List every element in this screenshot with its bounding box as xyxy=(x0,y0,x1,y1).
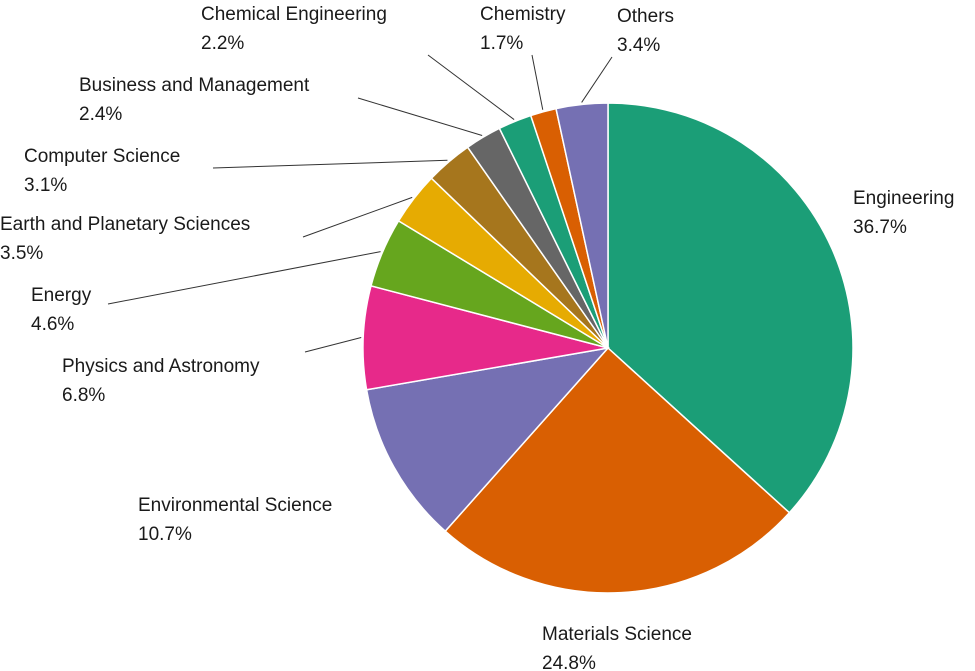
slice-label-name: Engineering xyxy=(853,188,954,209)
slice-label-name: Environmental Science xyxy=(138,495,332,516)
pie-slice-engineering xyxy=(607,102,854,514)
leader-line-business-and-management xyxy=(357,97,483,136)
slice-label-name: Others xyxy=(617,6,674,27)
slice-label-percent: 2.4% xyxy=(79,104,122,125)
slice-label-percent: 3.4% xyxy=(617,35,660,56)
pie-slice-physics-and-astronomy xyxy=(362,284,609,391)
pie-slice-materials-science xyxy=(444,346,791,594)
pie-slice-others xyxy=(555,102,609,349)
leader-line-chemical-engineering xyxy=(427,54,515,120)
leader-line-physics-and-astronomy xyxy=(304,337,362,353)
slice-label-name: Physics and Astronomy xyxy=(62,356,260,377)
leader-line-earth-and-planetary-sciences xyxy=(302,196,413,238)
slice-label-energy: Energy 4.6% xyxy=(31,285,92,335)
slice-label-materials-science: Materials Science 24.8% xyxy=(542,624,692,671)
slice-label-name: Business and Management xyxy=(79,75,310,96)
slice-label-name: Computer Science xyxy=(24,146,180,167)
slice-label-percent: 3.1% xyxy=(24,175,67,196)
slice-label-chemical-engineering: Chemical Engineering 2.2% xyxy=(201,4,387,54)
slice-label-name: Chemistry xyxy=(480,4,566,25)
slice-label-environmental-science: Environmental Science 10.7% xyxy=(138,495,332,545)
slice-label-percent: 6.8% xyxy=(62,385,105,406)
slice-label-engineering: Engineering 36.7% xyxy=(853,188,954,238)
slice-label-percent: 2.2% xyxy=(201,33,244,54)
slice-label-percent: 3.5% xyxy=(0,243,43,264)
slice-label-percent: 4.6% xyxy=(31,314,74,335)
slice-label-percent: 36.7% xyxy=(853,217,907,238)
slice-label-name: Chemical Engineering xyxy=(201,4,387,25)
leader-lines xyxy=(107,54,613,353)
slice-label-percent: 10.7% xyxy=(138,524,192,545)
slice-label-computer-science: Computer Science 3.1% xyxy=(24,146,180,196)
leader-line-others xyxy=(581,56,613,103)
slice-label-others: Others 3.4% xyxy=(617,6,674,56)
leader-line-energy xyxy=(107,251,381,305)
slice-label-earth-and-planetary-sciences: Earth and Planetary Sciences 3.5% xyxy=(0,214,250,264)
slice-label-name: Energy xyxy=(31,285,92,306)
slice-label-chemistry: Chemistry 1.7% xyxy=(480,4,566,54)
pie-slices xyxy=(362,102,854,594)
slice-label-percent: 1.7% xyxy=(480,33,523,54)
slice-label-business-and-management: Business and Management 2.4% xyxy=(79,75,310,125)
leader-line-chemistry xyxy=(531,54,544,110)
slice-label-percent: 24.8% xyxy=(542,653,596,671)
pie-slice-environmental-science xyxy=(365,346,610,533)
slice-labels: Engineering 36.7% Materials Science 24.8% En… xyxy=(0,4,954,671)
leader-line-computer-science xyxy=(212,159,448,169)
slice-label-name: Materials Science xyxy=(542,624,692,645)
slice-label-physics-and-astronomy: Physics and Astronomy 6.8% xyxy=(62,356,260,406)
slice-label-name: Earth and Planetary Sciences xyxy=(0,214,250,235)
